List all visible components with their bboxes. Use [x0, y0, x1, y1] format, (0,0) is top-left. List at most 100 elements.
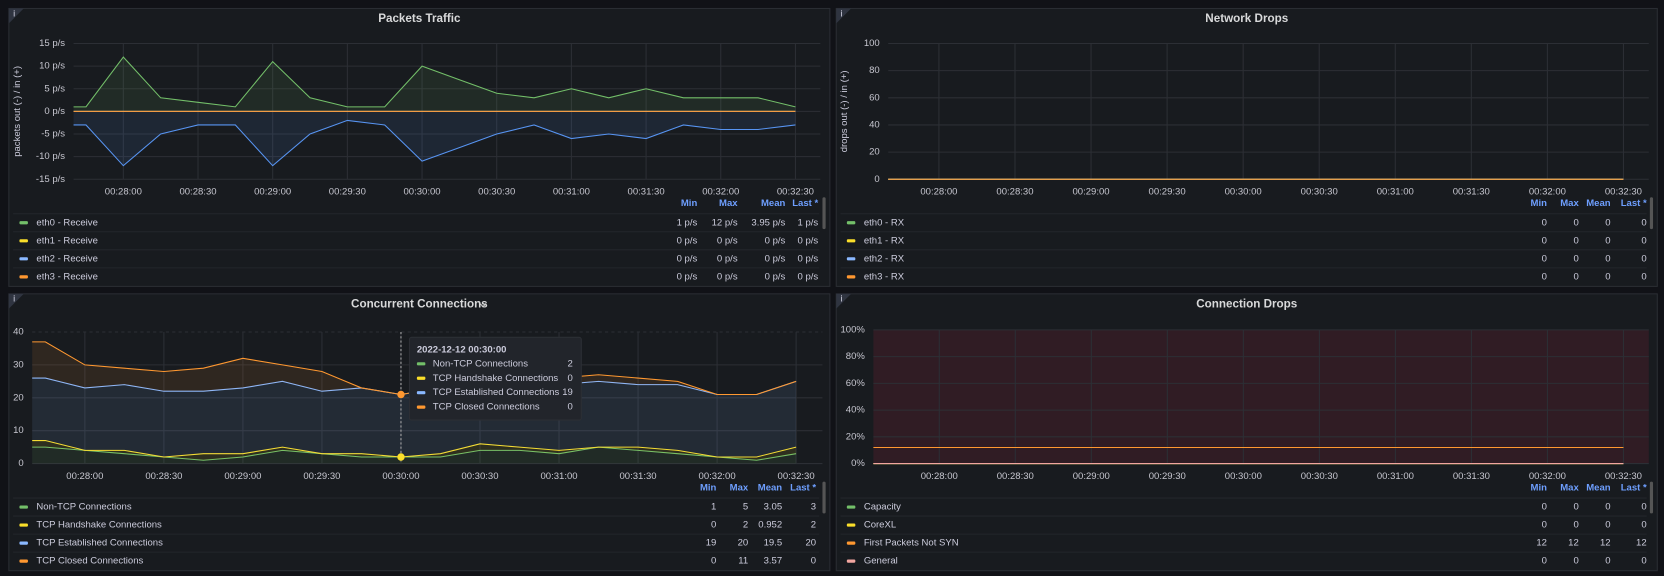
x-tick-label: 00:28:00	[921, 471, 958, 482]
legend-swatch	[846, 239, 856, 243]
tooltip-value: 0	[568, 402, 573, 413]
legend-header: Last *	[1621, 198, 1647, 209]
legend-stat: 0	[1542, 502, 1547, 513]
tooltip-value: 19	[562, 387, 573, 398]
legend-scrollbar	[822, 197, 826, 230]
y-tick-label: 60%	[846, 378, 866, 389]
y-tick-label: 40	[869, 119, 880, 130]
series-area	[73, 111, 796, 166]
y-tick-label: -15 p/s	[36, 174, 65, 185]
y-tick-label: 40%	[846, 405, 866, 416]
legend-name: CoreXL	[864, 520, 896, 531]
legend-stat: 0	[1542, 217, 1547, 228]
legend-stat: 0	[1573, 502, 1578, 513]
panel	[8, 7, 831, 287]
y-tick-label: 80	[869, 65, 880, 76]
legend-name: General	[864, 556, 898, 567]
y-tick-label: 60	[869, 92, 880, 103]
x-tick-label: 00:29:00	[254, 187, 291, 198]
legend-stat: 0 p/s	[765, 253, 786, 264]
x-tick-label: 00:29:30	[1149, 471, 1186, 482]
legend-scrollbar	[822, 481, 826, 514]
tooltip-name: TCP Closed Connections	[433, 402, 540, 413]
legend-header: Min	[1531, 482, 1548, 493]
x-tick-label: 00:31:00	[1377, 471, 1414, 482]
plot	[873, 446, 1624, 465]
y-tick-label: 10	[13, 425, 24, 436]
legend-header: Last *	[1621, 482, 1647, 493]
x-tick-label: 00:31:00	[1377, 187, 1414, 198]
y-tick-label: 20	[13, 392, 24, 403]
x-tick-label: 00:30:30	[478, 187, 515, 198]
legend-stat: 20	[738, 538, 749, 549]
x-tick-label: 00:32:00	[1529, 471, 1566, 482]
legend-stat: 0.952	[758, 520, 782, 531]
legend-stat: 12	[1600, 538, 1611, 549]
legend-swatch	[846, 221, 856, 225]
x-tick-label: 00:32:30	[1605, 187, 1642, 198]
tooltip-title: 2022-12-12 00:30:00	[417, 345, 507, 356]
series-area	[32, 341, 797, 395]
legend-stat: 0	[1641, 235, 1646, 246]
legend-swatch	[19, 221, 28, 225]
legend-name: eth0 - Receive	[36, 217, 97, 228]
x-tick-label: 00:31:30	[1453, 187, 1490, 198]
legend-stat: 19	[706, 538, 717, 549]
x-tick-label: 00:31:00	[553, 187, 590, 198]
x-tick-label: 00:30:00	[1225, 471, 1262, 482]
x-tick-label: 00:30:30	[1301, 471, 1338, 482]
x-tick-label: 00:32:00	[699, 471, 736, 482]
legend-stat: 0	[1542, 235, 1547, 246]
legend-header: Max	[1560, 198, 1579, 209]
y-tick-label: -10 p/s	[36, 151, 65, 162]
legend-swatch	[19, 505, 28, 509]
legend-stat: 5	[743, 502, 748, 513]
info-corner	[836, 8, 852, 24]
x-tick-label: 00:30:30	[461, 471, 498, 482]
legend-name: TCP Established Connections	[36, 538, 163, 549]
legend-stat: 0 p/s	[798, 235, 819, 246]
x-tick-label: 00:28:00	[66, 471, 103, 482]
x-tick-label: 00:32:30	[1605, 471, 1642, 482]
x-tick-label: 00:30:00	[382, 471, 419, 482]
legend-name: eth1 - RX	[864, 235, 905, 246]
legend-stat: 0	[1605, 520, 1610, 531]
legend-name: eth2 - Receive	[36, 253, 97, 264]
legend-name: eth3 - RX	[864, 271, 905, 282]
info-icon: i	[840, 294, 842, 305]
tooltip-swatch	[416, 362, 426, 366]
x-tick-label: 00:29:00	[1073, 471, 1110, 482]
x-tick-label: 00:32:00	[1529, 187, 1566, 198]
legend-stat: 0 p/s	[798, 253, 819, 264]
legend-stat: 0	[1605, 253, 1610, 264]
legend-stat: 0 p/s	[717, 253, 738, 264]
y-tick-label: 5 p/s	[44, 83, 65, 94]
legend-stat: 3	[811, 502, 816, 513]
series-area	[32, 440, 797, 461]
plot	[73, 56, 796, 167]
legend-scrollbar	[1649, 197, 1654, 230]
legend-stat: 0 p/s	[798, 271, 819, 282]
panel-title: Network Drops	[1205, 12, 1288, 25]
x-tick-label: 00:30:00	[403, 187, 440, 198]
legend-header: Mean	[758, 482, 783, 493]
x-tick-label: 00:32:30	[777, 187, 814, 198]
legend-swatch	[19, 523, 28, 527]
series-line	[73, 119, 796, 167]
y-tick-label: 0%	[851, 458, 865, 469]
x-tick-label: 00:32:00	[702, 187, 739, 198]
legend-stat: 0	[1605, 235, 1610, 246]
legend-stat: 0	[1605, 217, 1610, 228]
y-tick-label: -5 p/s	[41, 129, 65, 140]
info-corner	[836, 293, 852, 309]
y-tick-label: 20%	[846, 431, 866, 442]
info-icon: i	[13, 8, 15, 19]
legend-name: Capacity	[864, 502, 901, 513]
y-tick-label: 0 p/s	[44, 106, 65, 117]
legend-stat: 0	[1605, 271, 1610, 282]
legend-stat: 0	[711, 520, 716, 531]
legend-swatch	[19, 275, 28, 279]
panel	[835, 7, 1658, 287]
